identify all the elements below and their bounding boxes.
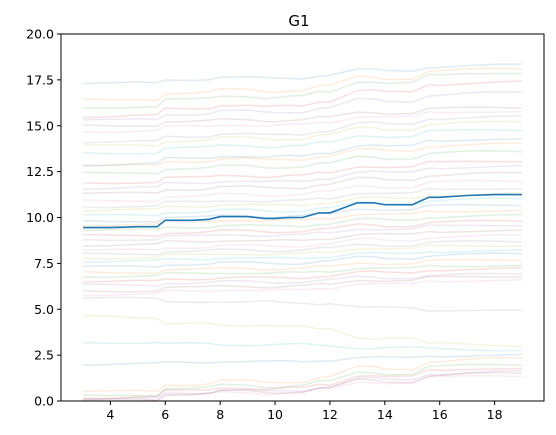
background-series-line (82, 369, 523, 401)
background-series-line (82, 264, 523, 279)
y-tick-label: 17.5 (26, 72, 54, 87)
x-tick-label: 16 (432, 407, 448, 422)
x-tick-label: 12 (322, 407, 338, 422)
background-series-line (82, 164, 523, 190)
x-tick-label: 18 (487, 407, 503, 422)
highlight-series-group (83, 193, 522, 229)
background-series-line (82, 296, 523, 312)
background-series-line (82, 363, 523, 397)
background-series-line (82, 187, 523, 209)
y-tick-label: 10.0 (26, 210, 54, 225)
background-series-line (82, 171, 523, 194)
background-series-line (82, 267, 523, 283)
background-series-line (82, 67, 523, 101)
background-series-line (82, 106, 523, 128)
background-series-line (82, 248, 523, 264)
background-series-line (82, 197, 523, 217)
y-tick-label: 5.0 (34, 302, 54, 317)
chart-title: G1 (288, 12, 309, 30)
background-series-line (82, 314, 523, 348)
background-series-line (82, 150, 523, 175)
background-series-line (82, 353, 523, 367)
x-tick-label: 10 (267, 407, 283, 422)
background-series-line (82, 203, 523, 223)
x-axis: 4 6 8 10 12 14 16 18 (106, 401, 503, 422)
background-series-line (82, 275, 523, 293)
background-series-line (82, 120, 523, 147)
background-series-line (82, 219, 523, 238)
y-axis: 0.0 2.5 5.0 7.5 10.0 12.5 15.0 17.5 20.0 (26, 27, 61, 409)
x-tick-label: 8 (216, 407, 224, 422)
background-series-line (82, 142, 523, 168)
background-series-line (82, 244, 523, 260)
background-series-line (82, 367, 523, 400)
background-series-line (82, 224, 523, 242)
background-series-line (82, 239, 523, 256)
x-tick-label: 4 (106, 407, 114, 422)
x-tick-label: 14 (377, 407, 393, 422)
background-series-line (82, 80, 523, 119)
background-series-line (82, 213, 523, 232)
background-series-line (82, 252, 523, 268)
y-tick-label: 15.0 (26, 118, 54, 133)
background-series-line (82, 160, 522, 185)
y-tick-label: 12.5 (26, 164, 54, 179)
background-series-line (82, 128, 523, 155)
background-series-line (82, 234, 523, 252)
background-series-line (82, 272, 523, 287)
y-tick-label: 20.0 (26, 27, 54, 42)
background-series-line (82, 114, 523, 144)
background-series-line (82, 110, 523, 134)
background-series-line (82, 229, 523, 247)
background-series-line (82, 278, 523, 297)
background-series-line (82, 374, 523, 402)
background-series-line (82, 341, 523, 352)
highlight-series-line (83, 193, 522, 229)
background-series-line (82, 90, 523, 121)
y-tick-label: 0.0 (34, 394, 54, 409)
background-series-line (82, 137, 523, 167)
background-series-line (82, 356, 523, 392)
background-series-line (82, 258, 523, 274)
background-series-line (82, 63, 523, 85)
y-tick-label: 2.5 (34, 348, 54, 363)
x-tick-label: 6 (161, 407, 169, 422)
background-series-line (82, 72, 523, 110)
background-series-line (83, 371, 523, 401)
background-series-line (82, 191, 523, 212)
y-tick-label: 7.5 (34, 256, 54, 271)
background-series-group (82, 63, 523, 402)
background-series-line (82, 179, 523, 203)
